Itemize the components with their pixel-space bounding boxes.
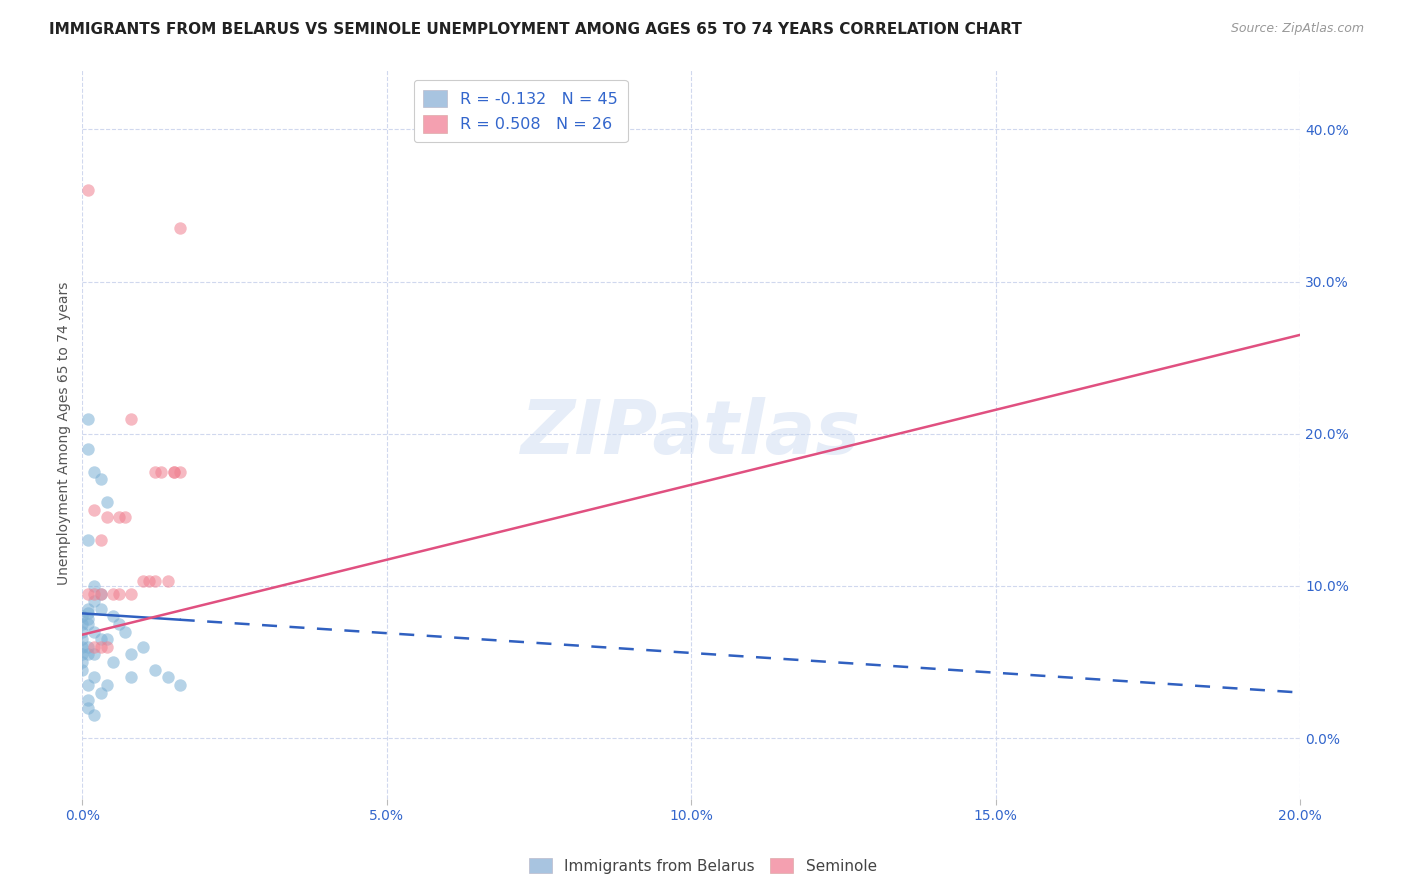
Text: ZIPatlas: ZIPatlas bbox=[522, 397, 862, 470]
Point bbox=[143, 663, 166, 677]
Point bbox=[90, 640, 112, 654]
Point bbox=[108, 510, 131, 524]
Point bbox=[120, 670, 142, 684]
Point bbox=[108, 617, 131, 632]
Point bbox=[96, 510, 118, 524]
Point bbox=[83, 503, 105, 517]
Point bbox=[156, 574, 179, 589]
Point bbox=[150, 465, 173, 479]
Point bbox=[132, 574, 155, 589]
Point bbox=[96, 678, 118, 692]
Point bbox=[90, 586, 112, 600]
Point bbox=[77, 183, 100, 197]
Point bbox=[90, 473, 112, 487]
Point bbox=[77, 607, 100, 621]
Point bbox=[83, 586, 105, 600]
Point bbox=[83, 708, 105, 723]
Point bbox=[90, 586, 112, 600]
Point bbox=[162, 465, 184, 479]
Point bbox=[77, 640, 100, 654]
Point bbox=[83, 640, 105, 654]
Point bbox=[72, 632, 94, 647]
Point bbox=[143, 574, 166, 589]
Legend: R = -0.132   N = 45, R = 0.508   N = 26: R = -0.132 N = 45, R = 0.508 N = 26 bbox=[413, 80, 627, 142]
Point bbox=[120, 586, 142, 600]
Point bbox=[83, 624, 105, 639]
Point bbox=[72, 609, 94, 624]
Point bbox=[77, 442, 100, 456]
Point bbox=[72, 655, 94, 669]
Point bbox=[77, 678, 100, 692]
Point bbox=[90, 632, 112, 647]
Point bbox=[101, 655, 124, 669]
Point bbox=[83, 579, 105, 593]
Point bbox=[156, 670, 179, 684]
Point bbox=[77, 602, 100, 616]
Point bbox=[138, 574, 160, 589]
Point bbox=[162, 465, 184, 479]
Y-axis label: Unemployment Among Ages 65 to 74 years: Unemployment Among Ages 65 to 74 years bbox=[58, 282, 72, 585]
Point bbox=[77, 648, 100, 662]
Point bbox=[169, 465, 191, 479]
Point bbox=[101, 586, 124, 600]
Point bbox=[90, 602, 112, 616]
Point bbox=[77, 693, 100, 707]
Point bbox=[143, 465, 166, 479]
Point bbox=[114, 624, 136, 639]
Text: Source: ZipAtlas.com: Source: ZipAtlas.com bbox=[1230, 22, 1364, 36]
Point bbox=[96, 495, 118, 509]
Text: IMMIGRANTS FROM BELARUS VS SEMINOLE UNEMPLOYMENT AMONG AGES 65 TO 74 YEARS CORRE: IMMIGRANTS FROM BELARUS VS SEMINOLE UNEM… bbox=[49, 22, 1022, 37]
Point bbox=[83, 594, 105, 608]
Point bbox=[83, 648, 105, 662]
Point bbox=[83, 670, 105, 684]
Point bbox=[72, 648, 94, 662]
Point bbox=[169, 221, 191, 235]
Point bbox=[96, 632, 118, 647]
Point bbox=[169, 678, 191, 692]
Point bbox=[90, 533, 112, 548]
Point bbox=[120, 648, 142, 662]
Point bbox=[77, 533, 100, 548]
Point bbox=[132, 640, 155, 654]
Legend: Immigrants from Belarus, Seminole: Immigrants from Belarus, Seminole bbox=[523, 852, 883, 880]
Point bbox=[83, 465, 105, 479]
Point bbox=[77, 617, 100, 632]
Point bbox=[72, 640, 94, 654]
Point bbox=[72, 663, 94, 677]
Point bbox=[77, 411, 100, 425]
Point bbox=[77, 700, 100, 714]
Point bbox=[120, 411, 142, 425]
Point bbox=[114, 510, 136, 524]
Point bbox=[77, 586, 100, 600]
Point bbox=[108, 586, 131, 600]
Point bbox=[72, 624, 94, 639]
Point bbox=[96, 640, 118, 654]
Point bbox=[90, 685, 112, 699]
Point bbox=[101, 609, 124, 624]
Point bbox=[72, 617, 94, 632]
Point bbox=[77, 612, 100, 626]
